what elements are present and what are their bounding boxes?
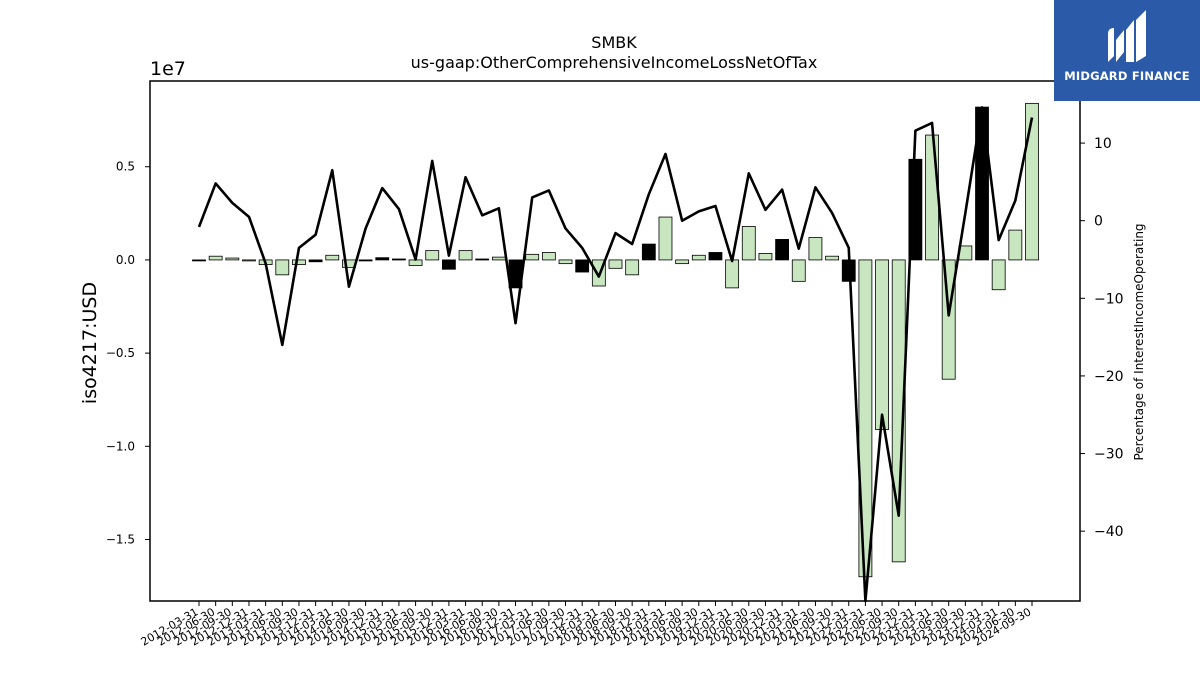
bar-2016-06-30 xyxy=(475,258,490,261)
bar-2020-06-30 xyxy=(741,225,756,261)
y-tick-label: 0.0 xyxy=(116,253,135,267)
line-group xyxy=(197,106,1034,603)
bar-2019-09-30 xyxy=(691,254,706,261)
bar-2015-03-31 xyxy=(392,258,406,261)
y-tick-label: −1.0 xyxy=(106,439,135,453)
bar-2013-09-30 xyxy=(292,259,306,265)
y2-tick-label: 0 xyxy=(1094,214,1103,230)
bar-2021-06-30 xyxy=(808,237,823,261)
bar-2012-03-31 xyxy=(192,259,206,262)
bar-2020-09-30 xyxy=(758,252,773,261)
bar-2017-12-31 xyxy=(575,259,590,273)
bar-2019-12-31 xyxy=(708,252,723,261)
bar-2017-06-30 xyxy=(541,252,556,261)
y-axis-offset-label: 1e7 xyxy=(150,58,186,80)
bar-2015-09-30 xyxy=(425,250,440,261)
bar-2018-12-31 xyxy=(641,243,656,261)
bar-2014-12-31 xyxy=(375,257,390,261)
bar-2022-09-30 xyxy=(891,259,906,563)
y-tick-label: −1.5 xyxy=(106,532,135,546)
bar-2017-03-31 xyxy=(525,253,540,261)
bar-2017-09-30 xyxy=(558,259,573,265)
bar-2024-06-30 xyxy=(1008,229,1023,261)
bar-2021-09-30 xyxy=(825,255,839,261)
bar-2012-06-30 xyxy=(208,255,223,261)
bar-2024-03-31 xyxy=(991,259,1006,291)
bar-2020-03-31 xyxy=(725,259,740,289)
y2-tick-label: −30 xyxy=(1094,447,1124,463)
plot-frame xyxy=(149,80,1081,602)
bar-2018-06-30 xyxy=(608,259,623,269)
bar-2016-03-31 xyxy=(458,250,473,261)
bar-2016-09-30 xyxy=(491,256,506,261)
y2-tick-label: −20 xyxy=(1094,369,1124,385)
brand-logo: MIDGARD FINANCE xyxy=(1054,0,1200,101)
bars-group xyxy=(192,102,1039,578)
logo-text: MIDGARD FINANCE xyxy=(1064,69,1190,83)
bar-2019-06-30 xyxy=(675,259,690,265)
y2-tick-label: −10 xyxy=(1094,291,1124,307)
y-tick-label: −0.5 xyxy=(106,346,135,360)
bar-2012-09-30 xyxy=(225,257,240,261)
y-axis-label: iso4217:USD xyxy=(79,282,101,404)
bar-2019-03-31 xyxy=(658,216,673,261)
y2-tick-label: 10 xyxy=(1094,136,1112,152)
bar-2013-12-31 xyxy=(308,259,323,263)
bar-2023-03-31 xyxy=(925,134,939,261)
bar-2021-03-31 xyxy=(791,259,806,282)
bar-2012-12-31 xyxy=(242,259,256,262)
chart-title: SMBK xyxy=(591,33,637,52)
bar-2022-06-30 xyxy=(875,259,889,430)
ratio-line xyxy=(197,106,1034,603)
bar-2013-06-30 xyxy=(275,259,290,276)
axes-group: 0.50.0−0.5−1.0−1.5100−10−20−30−402012-03… xyxy=(106,136,1124,648)
bar-2015-12-31 xyxy=(441,259,456,270)
bar-2014-03-31 xyxy=(325,254,340,261)
midgard-logo-icon xyxy=(1108,10,1146,62)
bar-2014-09-30 xyxy=(358,259,373,262)
y2-axis-label: Percentage of InterestIncomeOperating xyxy=(1132,223,1146,460)
chart-subtitle: us-gaap:OtherComprehensiveIncomeLossNetO… xyxy=(411,53,818,72)
y2-tick-label: −40 xyxy=(1094,524,1124,540)
bar-2018-09-30 xyxy=(625,259,640,276)
bar-2024-09-30 xyxy=(1025,102,1039,261)
y-tick-label: 0.5 xyxy=(116,160,135,174)
bar-2020-12-31 xyxy=(775,239,789,261)
